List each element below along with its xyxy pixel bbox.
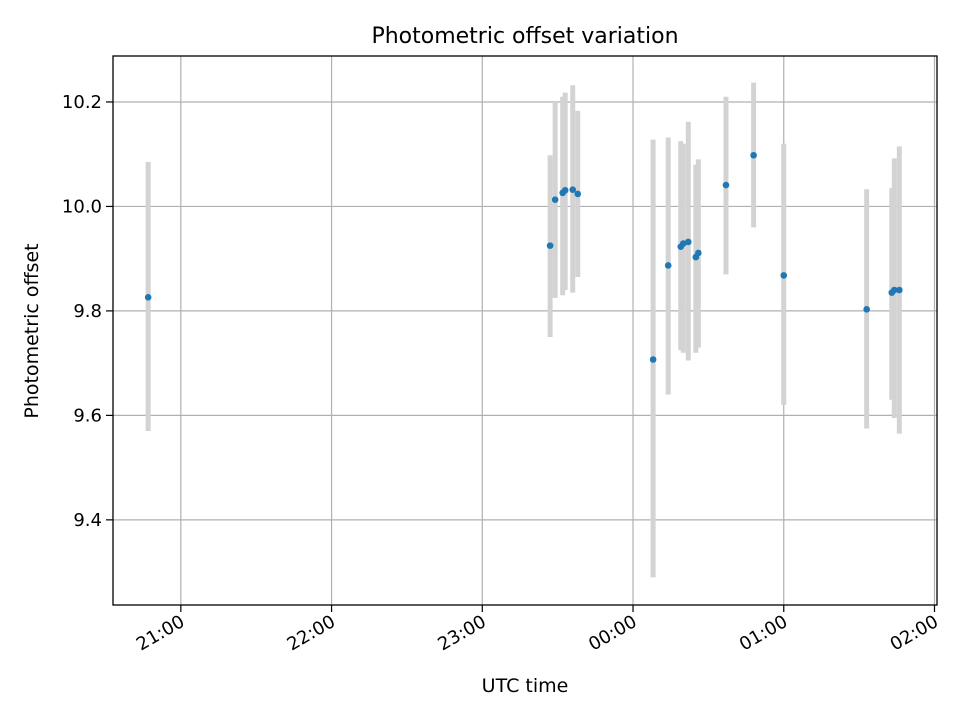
y-tick-label: 9.6	[73, 405, 102, 426]
chart-title: Photometric offset variation	[371, 24, 678, 49]
data-point	[890, 286, 898, 294]
x-axis-label: UTC time	[482, 675, 569, 697]
data-point	[722, 181, 730, 189]
y-tick-label: 9.4	[73, 510, 102, 531]
y-tick-label: 10.2	[62, 92, 102, 113]
data-point	[574, 190, 582, 198]
data-point	[649, 356, 657, 363]
y-axis-label: Photometric offset	[21, 243, 43, 418]
data-point	[546, 242, 554, 249]
y-axis-ticks: 9.4 9.6 9.8 10.0 10.2	[62, 92, 113, 531]
data-point	[684, 238, 692, 246]
data-point	[551, 196, 559, 203]
data-points	[144, 151, 903, 363]
plot-frame	[112, 55, 938, 606]
data-point	[750, 151, 757, 159]
y-tick-label: 9.8	[73, 301, 102, 322]
y-tick-label: 10.0	[62, 196, 102, 217]
data-point	[780, 272, 788, 279]
data-point	[896, 286, 903, 294]
data-point	[569, 186, 577, 194]
data-point	[679, 240, 687, 247]
data-point	[664, 262, 672, 269]
data-point	[561, 186, 569, 194]
data-point	[863, 306, 870, 313]
data-point	[144, 294, 152, 301]
data-point	[695, 249, 702, 257]
